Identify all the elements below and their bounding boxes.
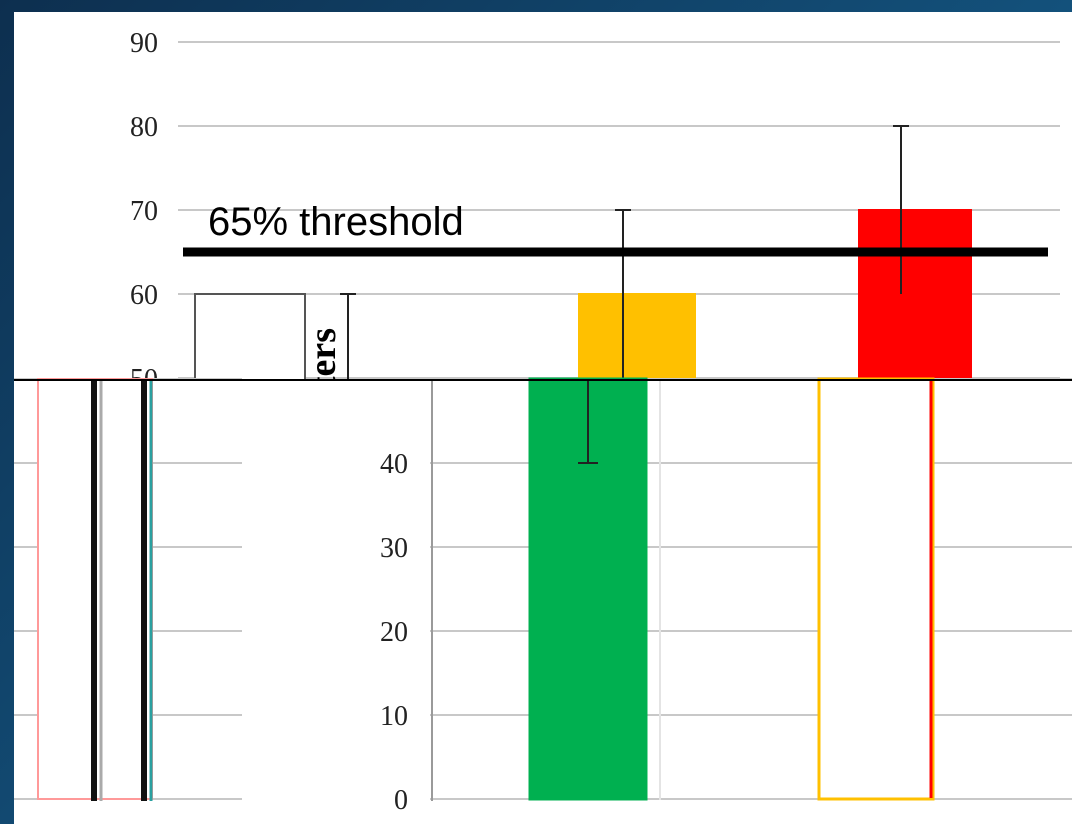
upper-y-tick-label: 90: [130, 28, 158, 59]
lower-chart: 0 10 20 30 40: [14, 377, 1072, 824]
upper-y-tick-labels: 5060708090: [130, 28, 158, 395]
upper-y-tick-label: 80: [130, 112, 158, 143]
lower-y-tick-labels: 0 10 20 30 40: [380, 449, 408, 816]
lower-y-tick-label: 30: [380, 533, 408, 564]
lower-bars: [528, 377, 935, 801]
lower-bar: [817, 377, 935, 801]
upper-bar: [578, 293, 696, 381]
upper-bar: [858, 209, 972, 381]
threshold-label: 65% threshold: [208, 200, 464, 244]
lower-y-tick-label: 10: [380, 701, 408, 732]
lower-y-tick-label: 0: [394, 785, 408, 816]
lower-y-tick-label: 40: [380, 449, 408, 480]
lower-y-tick-label: 20: [380, 617, 408, 648]
upper-y-tick-label: 70: [130, 196, 158, 227]
upper-y-tick-label: 60: [130, 280, 158, 311]
upper-bar: [194, 293, 306, 381]
left-fragment-marks: [37, 378, 153, 801]
